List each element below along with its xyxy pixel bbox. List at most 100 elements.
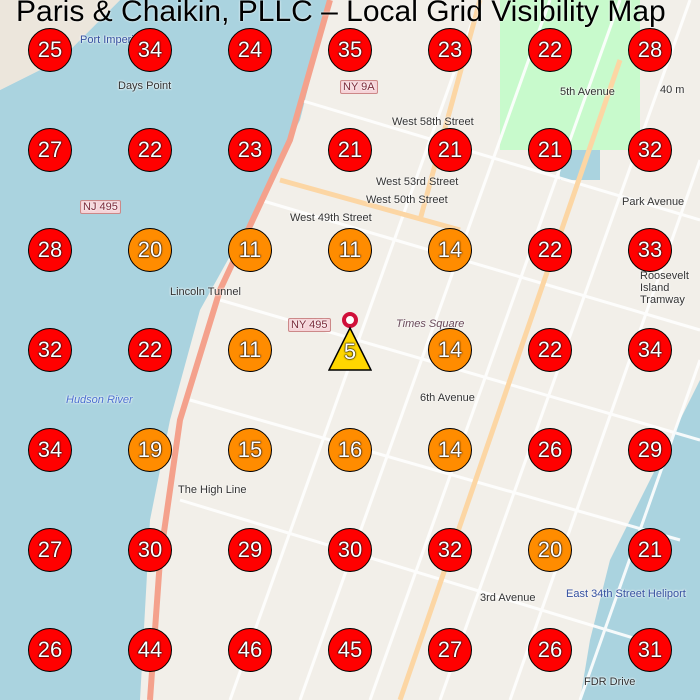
label-lincoln-tunnel: Lincoln Tunnel <box>170 286 241 298</box>
label-west-58th-street: West 58th Street <box>392 116 474 128</box>
rank-marker[interactable]: 22 <box>528 28 572 72</box>
rank-marker[interactable]: 26 <box>528 628 572 672</box>
rank-marker[interactable]: 21 <box>528 128 572 172</box>
rank-marker[interactable]: 28 <box>28 228 72 272</box>
rank-marker[interactable]: 23 <box>428 28 472 72</box>
rank-marker[interactable]: 22 <box>528 228 572 272</box>
rank-marker[interactable]: 27 <box>28 528 72 572</box>
rank-marker[interactable]: 46 <box>228 628 272 672</box>
rank-value: 22 <box>137 137 163 162</box>
rank-marker[interactable]: 34 <box>28 428 72 472</box>
rank-value: 31 <box>637 637 663 662</box>
rank-marker[interactable]: 19 <box>128 428 172 472</box>
label-west-53rd-street: West 53rd Street <box>376 176 459 188</box>
rank-marker[interactable]: 15 <box>228 428 272 472</box>
rank-value: 35 <box>337 37 363 62</box>
label-5th-avenue: 5th Avenue <box>560 86 615 98</box>
rank-marker[interactable]: 26 <box>28 628 72 672</box>
rank-marker[interactable]: 25 <box>28 28 72 72</box>
rank-marker[interactable]: 16 <box>328 428 372 472</box>
rank-value: 21 <box>637 537 663 562</box>
rank-marker[interactable]: 11 <box>228 228 272 272</box>
rank-marker[interactable]: 35 <box>328 28 372 72</box>
rank-marker[interactable]: 24 <box>228 28 272 72</box>
rank-value: 34 <box>637 337 663 362</box>
rank-marker[interactable]: 22 <box>528 328 572 372</box>
rank-marker[interactable]: 28 <box>628 28 672 72</box>
road-shield-ny9a: NY 9A <box>340 80 378 94</box>
label-roosevelt-island-tramway: Roosevelt Island Tramway <box>640 270 689 306</box>
rank-value: 28 <box>637 37 663 62</box>
rank-marker[interactable]: 20 <box>528 528 572 572</box>
rank-marker[interactable]: 32 <box>628 128 672 172</box>
rank-value: 28 <box>37 237 63 262</box>
rank-value: 21 <box>537 137 563 162</box>
rank-value: 32 <box>437 537 463 562</box>
label-fdr-drive: FDR Drive <box>584 676 636 688</box>
rank-value: 11 <box>338 237 362 262</box>
center-rank-value: 5 <box>343 339 357 364</box>
rank-marker[interactable]: 14 <box>428 428 472 472</box>
rank-value: 33 <box>637 237 663 262</box>
rank-value: 23 <box>437 37 463 62</box>
rank-marker[interactable]: 22 <box>128 328 172 372</box>
label-days-point: Days Point <box>118 80 172 92</box>
rank-value: 30 <box>137 537 163 562</box>
rank-marker[interactable]: 22 <box>128 128 172 172</box>
rank-marker[interactable]: 27 <box>28 128 72 172</box>
rank-marker[interactable]: 21 <box>428 128 472 172</box>
rank-marker[interactable]: 14 <box>428 328 472 372</box>
rank-marker[interactable]: 11 <box>328 228 372 272</box>
rank-value: 23 <box>237 137 263 162</box>
rank-value: 26 <box>37 637 63 662</box>
rank-value: 27 <box>37 537 63 562</box>
rank-marker[interactable]: 23 <box>228 128 272 172</box>
location-pin-icon[interactable] <box>342 312 358 328</box>
rank-marker[interactable]: 20 <box>128 228 172 272</box>
center-rank-marker[interactable]: 5 <box>327 326 373 372</box>
rank-marker[interactable]: 45 <box>328 628 372 672</box>
rank-value: 22 <box>137 337 163 362</box>
rank-value: 19 <box>137 437 163 462</box>
rank-marker[interactable]: 26 <box>528 428 572 472</box>
rank-value: 29 <box>237 537 263 562</box>
rank-value: 24 <box>237 37 263 62</box>
rank-value: 34 <box>137 37 163 62</box>
rank-value: 27 <box>37 137 63 162</box>
rank-marker[interactable]: 34 <box>128 28 172 72</box>
rank-marker[interactable]: 27 <box>428 628 472 672</box>
rank-value: 14 <box>437 337 463 362</box>
rank-value: 32 <box>637 137 663 162</box>
rank-marker[interactable]: 14 <box>428 228 472 272</box>
label-east-34th-heliport: East 34th Street Heliport <box>566 588 686 600</box>
rank-marker[interactable]: 32 <box>28 328 72 372</box>
rank-value: 26 <box>537 437 563 462</box>
rank-value: 22 <box>537 237 563 262</box>
rank-value: 20 <box>537 537 563 562</box>
scale-label: 40 m <box>660 84 685 96</box>
rank-marker[interactable]: 32 <box>428 528 472 572</box>
rank-marker[interactable]: 30 <box>328 528 372 572</box>
label-times-square: Times Square <box>396 318 465 330</box>
rank-marker[interactable]: 44 <box>128 628 172 672</box>
rank-value: 11 <box>238 337 262 362</box>
triangle-icon <box>327 326 373 371</box>
road-shield-nj495: NJ 495 <box>80 200 121 214</box>
rank-marker[interactable]: 21 <box>628 528 672 572</box>
rank-value: 15 <box>237 437 263 462</box>
map-title: Paris & Chaikin, PLLC – Local Grid Visib… <box>16 0 666 28</box>
rank-value: 29 <box>637 437 663 462</box>
rank-value: 14 <box>437 437 463 462</box>
rank-marker[interactable]: 29 <box>628 428 672 472</box>
rank-value: 44 <box>137 637 163 662</box>
rank-marker[interactable]: 11 <box>228 328 272 372</box>
rank-value: 16 <box>337 437 363 462</box>
rank-marker[interactable]: 21 <box>328 128 372 172</box>
rank-marker[interactable]: 33 <box>628 228 672 272</box>
rank-marker[interactable]: 31 <box>628 628 672 672</box>
rank-value: 25 <box>37 37 63 62</box>
rank-marker[interactable]: 29 <box>228 528 272 572</box>
rank-marker[interactable]: 34 <box>628 328 672 372</box>
rank-marker[interactable]: 30 <box>128 528 172 572</box>
rank-value: 21 <box>337 137 363 162</box>
